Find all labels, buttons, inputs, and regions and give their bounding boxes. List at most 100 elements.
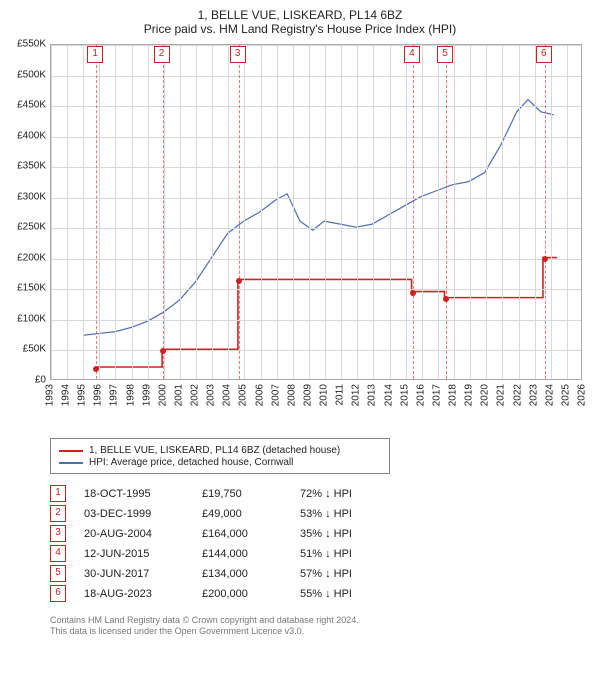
y-axis-label: £450K <box>10 100 46 111</box>
event-row: 412-JUN-2015£144,00051% ↓ HPI <box>50 545 590 562</box>
event-row-price: £200,000 <box>202 588 282 600</box>
event-row-price: £144,000 <box>202 548 282 560</box>
x-gridline <box>357 45 358 379</box>
x-axis-label: 2007 <box>270 384 281 406</box>
legend-label-price-paid: 1, BELLE VUE, LISKEARD, PL14 6BZ (detach… <box>89 445 340 456</box>
x-axis-label: 1997 <box>109 384 120 406</box>
x-gridline <box>470 45 471 379</box>
x-axis-label: 2020 <box>480 384 491 406</box>
event-row-number: 5 <box>50 565 66 582</box>
x-gridline <box>228 45 229 379</box>
event-row-date: 20-AUG-2004 <box>84 528 184 540</box>
event-marker-flag: 4 <box>404 46 420 63</box>
x-gridline <box>148 45 149 379</box>
x-gridline <box>261 45 262 379</box>
event-marker-flag: 1 <box>87 46 103 63</box>
event-marker-line <box>96 45 97 379</box>
price-paid-point <box>236 278 242 284</box>
y-axis-label: £0 <box>10 375 46 386</box>
event-row-hpi: 57% ↓ HPI <box>300 568 390 580</box>
footnote-line-1: Contains HM Land Registry data © Crown c… <box>50 615 590 626</box>
series-line-hpi <box>83 100 554 336</box>
event-row-price: £19,750 <box>202 488 282 500</box>
x-gridline <box>502 45 503 379</box>
y-axis-label: £250K <box>10 222 46 233</box>
x-gridline <box>309 45 310 379</box>
legend-swatch-price-paid <box>59 450 83 452</box>
x-axis-label: 1996 <box>93 384 104 406</box>
event-row-price: £164,000 <box>202 528 282 540</box>
event-row: 618-AUG-2023£200,00055% ↓ HPI <box>50 585 590 602</box>
event-row-number: 1 <box>50 485 66 502</box>
chart-container: 1, BELLE VUE, LISKEARD, PL14 6BZ Price p… <box>0 0 600 680</box>
x-axis-label: 1994 <box>61 384 72 406</box>
x-gridline <box>244 45 245 379</box>
x-axis-label: 2019 <box>464 384 475 406</box>
event-row: 118-OCT-1995£19,75072% ↓ HPI <box>50 485 590 502</box>
y-axis-label: £150K <box>10 283 46 294</box>
x-axis-label: 2006 <box>254 384 265 406</box>
x-gridline <box>115 45 116 379</box>
x-axis-label: 2011 <box>335 384 346 406</box>
chart-title-subtitle: Price paid vs. HM Land Registry's House … <box>10 22 590 36</box>
x-gridline <box>67 45 68 379</box>
y-axis-label: £350K <box>10 161 46 172</box>
legend-row-price-paid: 1, BELLE VUE, LISKEARD, PL14 6BZ (detach… <box>59 445 381 456</box>
x-gridline <box>180 45 181 379</box>
x-axis-label: 2022 <box>512 384 523 406</box>
y-axis-label: £550K <box>10 39 46 50</box>
x-axis-label: 2012 <box>351 384 362 406</box>
x-axis-label: 2015 <box>399 384 410 406</box>
event-marker-flag: 6 <box>536 46 552 63</box>
price-paid-point <box>160 348 166 354</box>
price-paid-point <box>542 256 548 262</box>
price-paid-point <box>410 290 416 296</box>
x-gridline <box>277 45 278 379</box>
x-axis-label: 2001 <box>173 384 184 406</box>
x-axis-label: 1999 <box>141 384 152 406</box>
x-axis-label: 2010 <box>319 384 330 406</box>
x-gridline <box>551 45 552 379</box>
event-row-hpi: 53% ↓ HPI <box>300 508 390 520</box>
legend-row-hpi: HPI: Average price, detached house, Corn… <box>59 457 381 468</box>
x-gridline <box>486 45 487 379</box>
legend-swatch-hpi <box>59 462 83 464</box>
x-axis-label: 2021 <box>496 384 507 406</box>
event-row-number: 3 <box>50 525 66 542</box>
x-gridline <box>99 45 100 379</box>
event-row-price: £49,000 <box>202 508 282 520</box>
price-paid-point <box>93 366 99 372</box>
event-row-price: £134,000 <box>202 568 282 580</box>
chart-title-address: 1, BELLE VUE, LISKEARD, PL14 6BZ <box>10 8 590 22</box>
y-axis-label: £500K <box>10 69 46 80</box>
chart-titles: 1, BELLE VUE, LISKEARD, PL14 6BZ Price p… <box>10 8 590 36</box>
x-gridline <box>164 45 165 379</box>
event-row-hpi: 51% ↓ HPI <box>300 548 390 560</box>
x-axis-label: 2004 <box>222 384 233 406</box>
x-axis-label: 1993 <box>45 384 56 406</box>
x-gridline <box>341 45 342 379</box>
footnote-line-2: This data is licensed under the Open Gov… <box>50 626 590 637</box>
y-axis-label: £300K <box>10 191 46 202</box>
event-row: 5 30-JUN-2017 £134,000 57% ↓ HPI <box>50 565 590 582</box>
event-marker-flag: 5 <box>437 46 453 63</box>
event-row-number: 2 <box>50 505 66 522</box>
event-marker-flag: 3 <box>230 46 246 63</box>
x-axis-label: 2023 <box>528 384 539 406</box>
chart-area: £0£50K£100K£150K£200K£250K£300K£350K£400… <box>10 40 590 430</box>
x-gridline <box>196 45 197 379</box>
chart-legend: 1, BELLE VUE, LISKEARD, PL14 6BZ (detach… <box>50 438 390 474</box>
x-gridline <box>51 45 52 379</box>
x-gridline <box>212 45 213 379</box>
x-axis-label: 1998 <box>125 384 136 406</box>
event-row-date: 30-JUN-2017 <box>84 568 184 580</box>
x-axis-label: 2000 <box>157 384 168 406</box>
x-gridline <box>422 45 423 379</box>
footnote: Contains HM Land Registry data © Crown c… <box>50 615 590 638</box>
y-axis-label: £200K <box>10 252 46 263</box>
x-axis-label: 2002 <box>190 384 201 406</box>
event-row-hpi: 35% ↓ HPI <box>300 528 390 540</box>
x-axis-label: 2024 <box>544 384 555 406</box>
event-marker-line <box>446 45 447 379</box>
event-row-number: 4 <box>50 545 66 562</box>
